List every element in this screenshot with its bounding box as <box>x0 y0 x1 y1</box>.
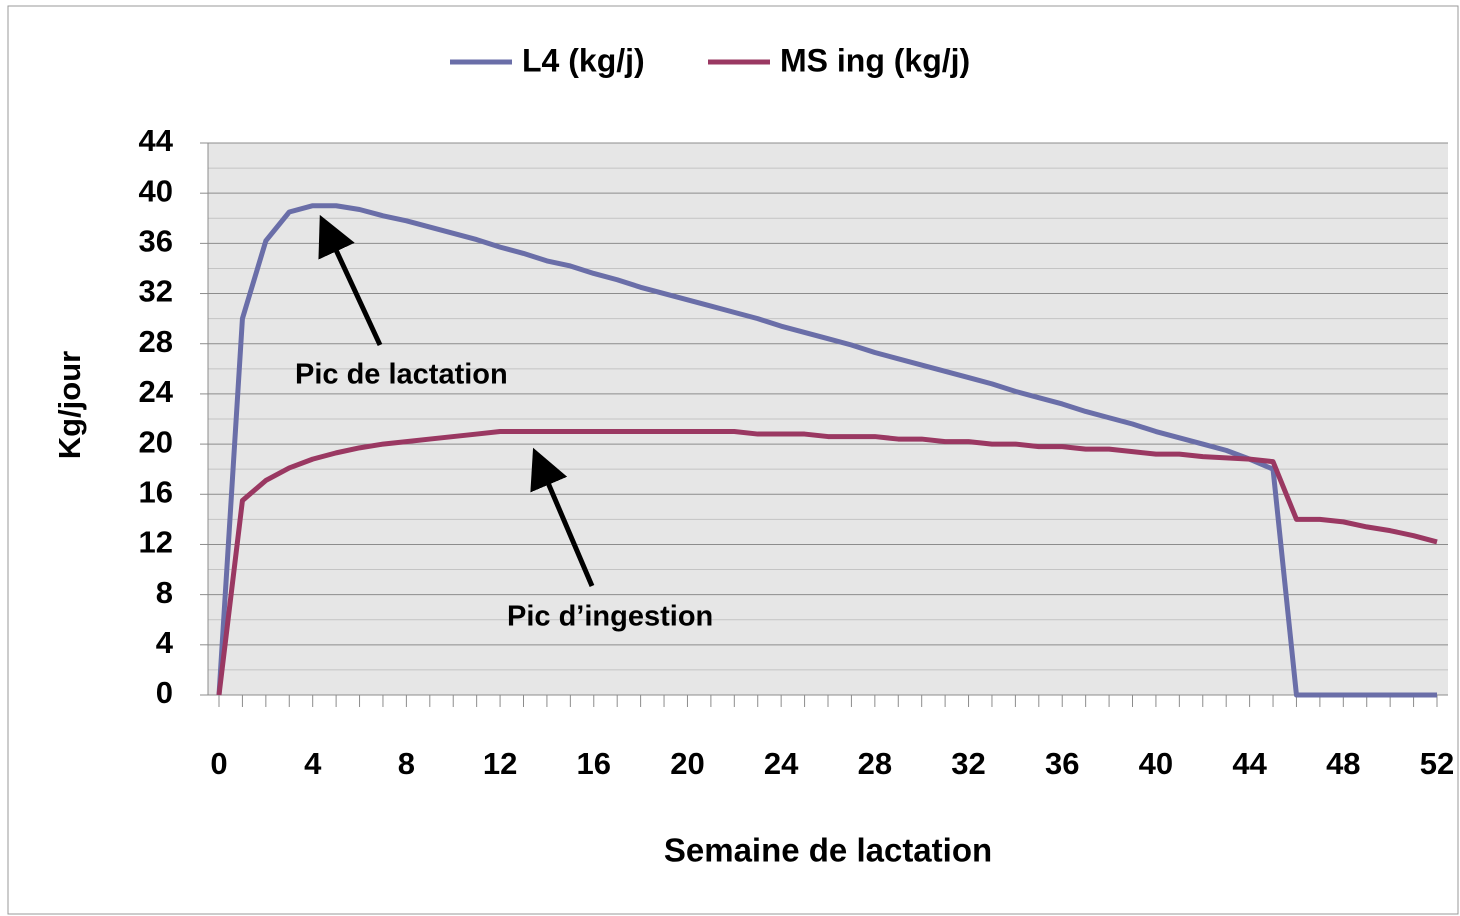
legend-label: L4 (kg/j) <box>522 42 645 78</box>
x-tick-label: 12 <box>483 746 517 781</box>
y-tick-label: 8 <box>156 575 173 610</box>
legend-label: MS ing (kg/j) <box>780 42 970 78</box>
x-tick-label: 40 <box>1139 746 1173 781</box>
y-tick-label: 28 <box>139 324 173 359</box>
y-tick-label: 0 <box>156 675 173 710</box>
y-tick-label: 24 <box>139 374 174 409</box>
annotation: Pic d’ingestion <box>507 601 713 633</box>
x-tick-label: 36 <box>1045 746 1079 781</box>
y-tick-label: 44 <box>139 123 174 158</box>
x-tick-label: 24 <box>764 746 799 781</box>
x-tick-label: 28 <box>858 746 892 781</box>
x-tick-label: 32 <box>951 746 985 781</box>
x-tick-label: 44 <box>1232 746 1267 781</box>
x-tick-label: 20 <box>670 746 704 781</box>
y-tick-label: 4 <box>156 625 174 660</box>
y-tick-label: 16 <box>139 474 173 509</box>
y-tick-label: 40 <box>139 173 173 208</box>
x-tick-label: 52 <box>1420 746 1454 781</box>
y-tick-label: 20 <box>139 424 173 459</box>
series-line <box>216 429 1438 696</box>
y-tick-label: 12 <box>139 525 173 560</box>
x-axis-label: Semaine de lactation <box>664 832 992 869</box>
x-tick-label: 8 <box>398 746 415 781</box>
x-tick-label: 48 <box>1326 746 1360 781</box>
annotation-arrow <box>318 214 383 347</box>
y-axis-label: Kg/jour <box>52 351 87 460</box>
x-tick-label: 0 <box>210 746 227 781</box>
series-line <box>216 203 1437 698</box>
y-tick-label: 36 <box>139 224 173 259</box>
annotation: Pic de lactation <box>295 359 508 391</box>
x-tick-label: 4 <box>304 746 322 781</box>
annotation-arrow <box>530 447 595 587</box>
x-tick-label: 16 <box>577 746 611 781</box>
y-tick-label: 32 <box>139 274 173 309</box>
